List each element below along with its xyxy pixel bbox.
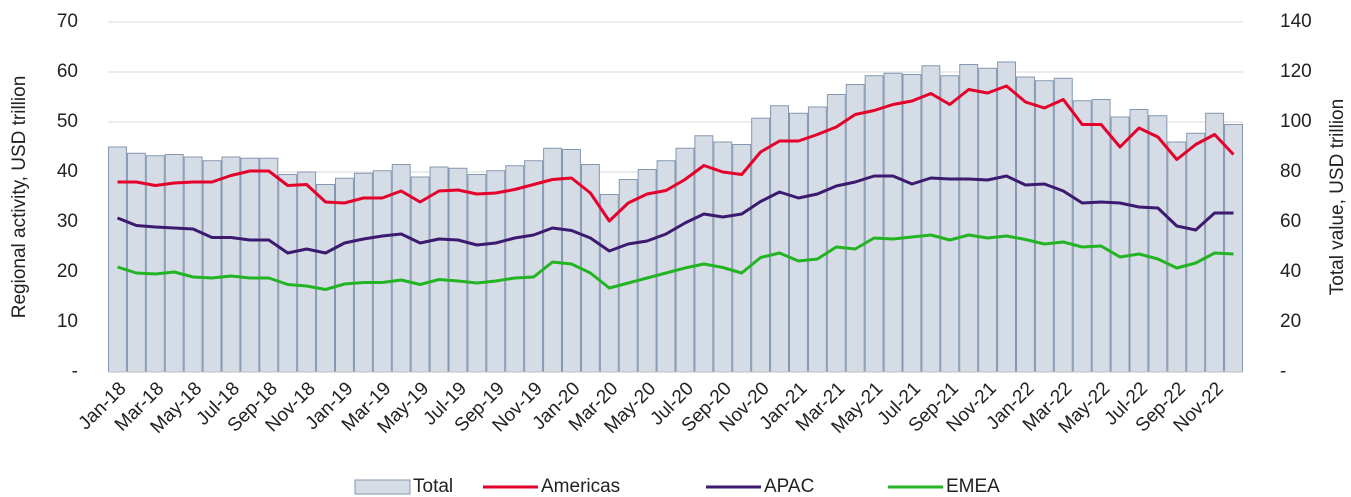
bar [940, 75, 960, 373]
y2-tick-label: - [1280, 361, 1286, 382]
bar [202, 160, 222, 373]
bar [826, 94, 846, 373]
bar [448, 167, 468, 373]
legend-label: APAC [764, 476, 814, 497]
bar [410, 176, 430, 373]
bar [713, 141, 733, 373]
y-tick-label: 70 [57, 11, 78, 32]
bar [1129, 109, 1149, 373]
bar [335, 177, 354, 373]
y-tick-label: 30 [57, 211, 78, 232]
bar [429, 166, 449, 373]
bar [997, 61, 1016, 373]
bar [145, 155, 165, 373]
y-tick-label: 40 [57, 161, 78, 182]
y-tick-label: - [72, 361, 78, 382]
bar [845, 84, 865, 373]
bar [1053, 77, 1073, 373]
bar [1148, 115, 1168, 373]
bar [126, 152, 146, 373]
legend-swatch [354, 479, 411, 495]
legend-label: Americas [541, 476, 620, 497]
bar [789, 112, 808, 373]
bar [1167, 141, 1187, 373]
bar [278, 174, 298, 373]
bar [807, 106, 827, 373]
y-tick-label: 60 [57, 61, 78, 82]
line [117, 233, 1234, 291]
y2-tick-label: 80 [1280, 161, 1301, 182]
y-axis-title: Regional activity, USD trillion [9, 76, 30, 319]
legend-label: EMEA [946, 476, 1000, 497]
bar [353, 172, 373, 373]
bar [1224, 124, 1244, 373]
y2-tick-label: 100 [1280, 111, 1312, 132]
bar [259, 157, 279, 373]
bar [902, 74, 922, 373]
bar [959, 64, 979, 373]
bar [1110, 116, 1130, 373]
y2-axis-title: Total value, USD trillion [1327, 99, 1348, 295]
y2-tick-label: 120 [1280, 61, 1312, 82]
bar [1186, 132, 1206, 373]
y-tick-label: 10 [57, 311, 78, 332]
bar [1034, 80, 1054, 373]
bar [921, 65, 941, 373]
y2-tick-label: 60 [1280, 211, 1301, 232]
y-tick-label: 50 [57, 111, 78, 132]
bar [1091, 99, 1111, 373]
bar [297, 171, 317, 373]
bar [221, 156, 241, 373]
bar [1072, 100, 1092, 373]
bar [467, 174, 487, 373]
bar [637, 169, 657, 373]
bar [751, 117, 771, 373]
bar [486, 170, 506, 373]
y2-tick-label: 20 [1280, 311, 1301, 332]
y2-tick-label: 40 [1280, 261, 1301, 282]
bar [1016, 76, 1035, 373]
bar [505, 165, 525, 373]
bar [524, 160, 544, 373]
bar [164, 154, 184, 373]
bar [864, 75, 884, 373]
bar [732, 144, 752, 373]
bar [240, 157, 260, 373]
bar [183, 156, 203, 373]
line [116, 174, 1234, 255]
y-tick-label: 20 [57, 261, 78, 282]
bar [372, 170, 392, 373]
bar [1205, 112, 1225, 373]
bar [883, 72, 903, 373]
legend-label: Total [413, 476, 453, 497]
bar [978, 67, 998, 373]
y2-tick-label: 140 [1280, 11, 1312, 32]
line [117, 84, 1235, 223]
bar [316, 184, 336, 373]
